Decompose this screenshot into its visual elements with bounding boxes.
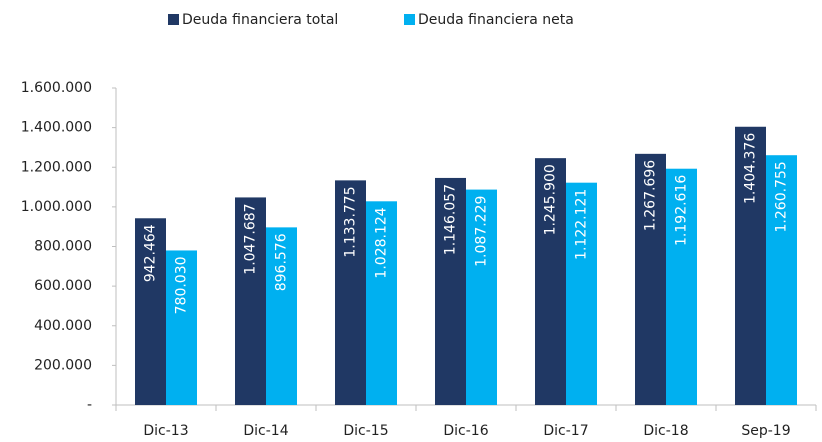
y-tick-label: 400.000: [34, 318, 92, 334]
y-tick-label: 1.200.000: [21, 159, 92, 175]
value-label: 1.047.687: [243, 203, 259, 274]
bar: [635, 153, 666, 405]
x-tick-label: Dic-16: [443, 423, 488, 439]
value-label: 942.464: [143, 224, 159, 282]
value-label: 1.122.121: [574, 189, 590, 260]
legend-swatch: [404, 14, 415, 25]
bar: [466, 189, 497, 405]
bar: [135, 218, 166, 405]
x-tick-label: Dic-14: [243, 423, 288, 439]
bar: [735, 126, 766, 406]
y-tick-label: 600.000: [34, 278, 92, 294]
value-label: 896.576: [274, 233, 290, 291]
value-label: 1.267.696: [643, 160, 659, 231]
y-tick-label: 1.600.000: [21, 80, 92, 96]
bar: [566, 182, 597, 405]
value-label: 780.030: [174, 256, 190, 314]
y-tick-label: 200.000: [34, 357, 92, 373]
bar: [266, 227, 297, 405]
bar: [435, 177, 466, 405]
value-label: 1.028.124: [374, 207, 390, 278]
x-tick-label: Dic-17: [543, 423, 588, 439]
y-tick-label: 800.000: [34, 239, 92, 255]
bar: [235, 197, 266, 405]
bar: [335, 180, 366, 405]
value-label: 1.245.900: [543, 164, 559, 235]
x-tick-label: Dic-18: [643, 423, 688, 439]
y-tick-label: 1.000.000: [21, 199, 92, 215]
value-label: 1.087.229: [474, 196, 490, 267]
x-tick-label: Dic-13: [143, 423, 188, 439]
bar: [766, 155, 797, 405]
y-tick-label: -: [87, 397, 92, 413]
legend-swatch: [168, 14, 179, 25]
bar: [366, 201, 397, 405]
value-label: 1.146.057: [443, 184, 459, 255]
legend-label: Deuda financiera neta: [418, 12, 574, 28]
legend-label: Deuda financiera total: [182, 12, 338, 28]
value-label: 1.133.775: [343, 186, 359, 257]
x-tick-label: Sep-19: [741, 423, 790, 439]
y-tick-label: 1.400.000: [21, 120, 92, 136]
value-label: 1.404.376: [743, 133, 759, 204]
bar: [166, 250, 197, 405]
bar: [535, 158, 566, 405]
value-label: 1.192.616: [674, 175, 690, 246]
x-tick-label: Dic-15: [343, 423, 388, 439]
bar: [666, 168, 697, 405]
value-label: 1.260.755: [774, 161, 790, 232]
